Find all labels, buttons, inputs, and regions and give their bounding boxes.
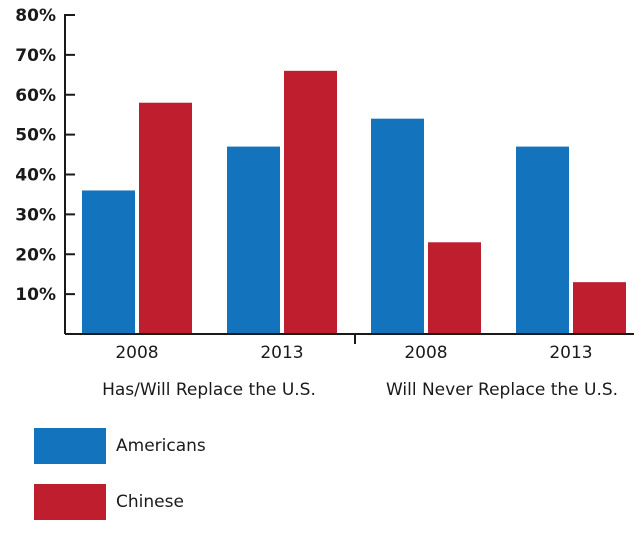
legend-swatch-chinese [34, 484, 106, 520]
x-category-label: 2013 [260, 343, 303, 363]
legend-item-americans: Americans [34, 428, 206, 464]
y-tick-label: 10% [15, 285, 56, 305]
y-tick-label: 20% [15, 245, 56, 265]
bars [82, 70, 626, 334]
y-tick-label: 80% [15, 6, 56, 26]
legend-label-americans: Americans [116, 436, 206, 456]
legend-swatch-americans [34, 428, 106, 464]
bar-chinese-1 [139, 102, 192, 334]
x-group-label: Will Never Replace the U.S. [386, 380, 618, 400]
x-group-label: Has/Will Replace the U.S. [102, 380, 316, 400]
bar-chinese-3 [428, 242, 481, 334]
bar-americans-2 [227, 146, 280, 334]
bar-americans-4 [516, 146, 569, 334]
bar-chinese-4 [573, 282, 626, 334]
y-tick-label: 60% [15, 86, 56, 106]
bar-americans-3 [371, 118, 424, 334]
x-category-label: 2008 [404, 343, 447, 363]
x-axis: 2008 2013 2008 2013 Has/Will Replace the U.S… [65, 333, 634, 400]
x-category-label: 2008 [115, 343, 158, 363]
bar-chart: 10% 20% 30% 40% 50% 60% 70% 80% 2008 2013 2008 201… [15, 6, 634, 400]
legend-label-chinese: Chinese [116, 492, 184, 512]
y-tick-label: 70% [15, 46, 56, 66]
legend: Americans Chinese [34, 428, 206, 540]
y-tick-label: 40% [15, 166, 56, 186]
bar-chinese-2 [284, 70, 337, 334]
y-tick-label: 30% [15, 205, 56, 225]
legend-item-chinese: Chinese [34, 484, 206, 520]
bar-americans-1 [82, 190, 135, 334]
x-category-label: 2013 [549, 343, 592, 363]
y-tick-label: 50% [15, 126, 56, 146]
y-axis: 10% 20% 30% 40% 50% 60% 70% 80% [15, 6, 75, 334]
